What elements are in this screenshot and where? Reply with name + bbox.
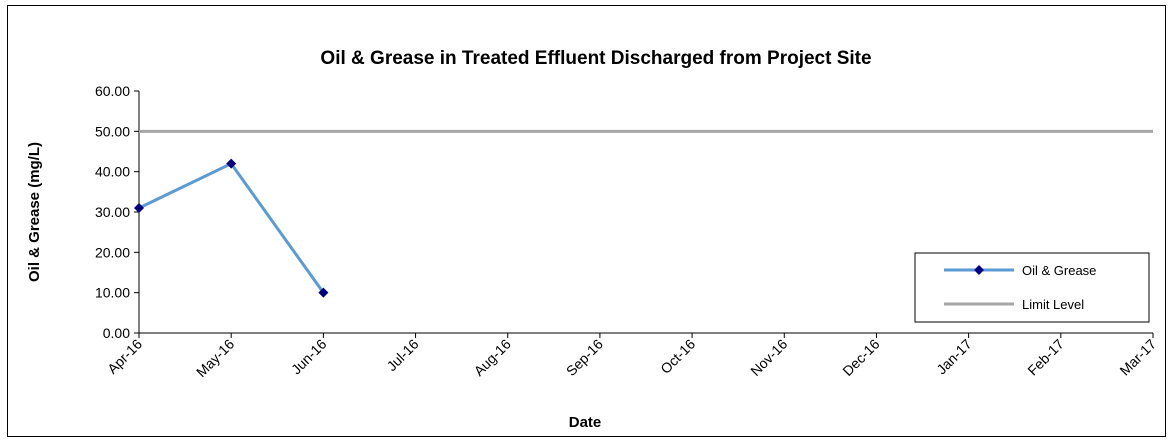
x-tick-label: Apr-16 [104, 336, 145, 377]
data-point-oil-grease [134, 202, 144, 213]
x-axis-title: Date [569, 414, 602, 431]
chart-frame [7, 5, 1166, 437]
y-tick-label: 40.00 [95, 164, 130, 180]
legend: Oil & Grease Limit Level [914, 252, 1150, 323]
x-tick-label: Jan-17 [933, 336, 975, 378]
x-tick-label: Aug-16 [471, 336, 514, 379]
data-point-oil-grease [226, 158, 237, 169]
x-tick-label: Feb-17 [1024, 336, 1067, 379]
x-tick-label: Mar-17 [1116, 336, 1159, 379]
y-tick-label: 50.00 [95, 123, 130, 139]
y-tick-label: 10.00 [95, 285, 130, 301]
x-tick-label: Oct-16 [657, 336, 698, 377]
chart-title: Oil & Grease in Treated Effluent Dischar… [320, 48, 871, 69]
y-tick-label: 20.00 [95, 244, 130, 260]
legend-label-oil-grease: Oil & Grease [1022, 263, 1096, 278]
legend-box [914, 252, 1150, 323]
y-tick-label: 30.00 [95, 204, 130, 220]
x-tick-label: Jun-16 [288, 336, 330, 378]
x-tick-label: May-16 [193, 336, 237, 380]
data-point-oil-grease [318, 287, 329, 298]
x-tick-label: Jul-16 [383, 336, 421, 374]
y-tick-label: 0.00 [103, 325, 130, 341]
series-layer [134, 129, 1153, 298]
legend-label-limit-level: Limit Level [1022, 297, 1084, 312]
x-tick-label: Sep-16 [563, 336, 606, 379]
x-tick-label: Dec-16 [839, 336, 882, 379]
y-axis-title: Oil & Grease (mg/L) [26, 142, 43, 282]
axes: 0.00 10.00 20.00 30.00 40.00 50.00 60.00 Apr-16… [95, 83, 1159, 380]
x-tick-label: Nov-16 [747, 336, 790, 379]
series-line-oil-grease [138, 161, 325, 294]
y-tick-label: 60.00 [95, 83, 130, 99]
legend-marker-oil-grease [974, 265, 984, 275]
